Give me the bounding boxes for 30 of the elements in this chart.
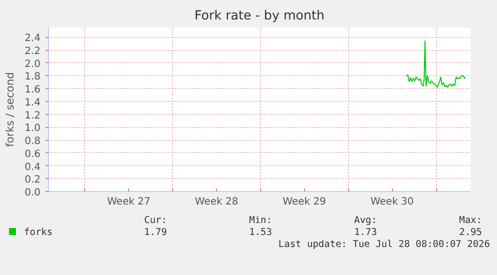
y-tick-label: 0.8: [24, 136, 41, 148]
y-tick-label: 0.4: [24, 162, 41, 173]
legend-label: forks: [23, 227, 54, 239]
text: Cur:: [143, 215, 167, 227]
y-tick-label: 2.0: [24, 58, 41, 70]
y-tick-label: 1.8: [24, 72, 41, 83]
text: Last update: Tue Jul 28 08:00:07 2026: [277, 239, 490, 251]
y-tick-label: 2.2: [24, 46, 41, 58]
text: 1.79: [143, 227, 167, 239]
text: 2.95: [458, 227, 482, 239]
text: Min:: [248, 215, 272, 227]
text: 1.73: [353, 227, 377, 239]
y-tick-label: 0.0: [24, 188, 41, 198]
line-series: [406, 40, 466, 88]
text: Avg:: [353, 215, 377, 227]
x-tick-label: Week 27: [107, 196, 150, 208]
y-axis-title: forks / second: [4, 72, 17, 147]
y-tick-label: 2.4: [24, 33, 41, 44]
y-tick-label: 0.2: [24, 174, 41, 186]
y-tick-label: 1.6: [24, 84, 41, 96]
x-tick-label: Week 28: [194, 196, 238, 208]
y-tick-label: 1.2: [24, 110, 41, 122]
y-tick-label: 0.6: [24, 148, 41, 160]
y-tick-label: 1.0: [24, 123, 41, 134]
chart-title: Fork rate - by month: [194, 8, 325, 22]
text: 1.53: [248, 227, 272, 239]
x-tick-label: Week 30: [370, 196, 414, 208]
y-tick-label: 1.4: [24, 97, 41, 108]
x-tick-label: Week 29: [282, 196, 326, 208]
text: Max:: [458, 215, 482, 227]
